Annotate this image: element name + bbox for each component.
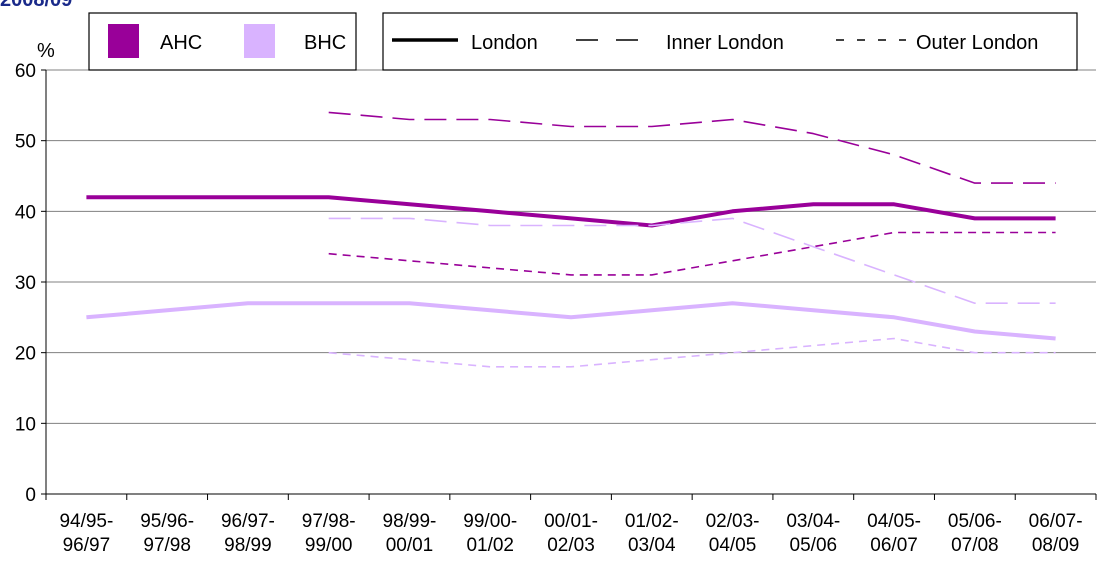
x-tick-label: 99/00- <box>463 511 517 532</box>
x-tick-label: 05/06- <box>948 511 1002 532</box>
x-tick-label: 02/03 <box>547 535 595 556</box>
legend-label-outer-london: Outer London <box>916 32 1038 54</box>
y-tick-label: 50 <box>15 132 36 153</box>
x-tick-label: 00/01- <box>544 511 598 532</box>
x-tick-label: 98/99- <box>383 511 437 532</box>
legend-label-ahc: AHC <box>160 32 202 54</box>
x-tick-label: 06/07 <box>870 535 918 556</box>
x-tick-label: 97/98 <box>143 535 191 556</box>
legend-swatch-bhc <box>244 24 275 58</box>
legend: AHC BHC London Inner London Outer London <box>88 12 1078 71</box>
y-axis-label: % <box>37 40 55 62</box>
legend-swatch-ahc <box>108 24 139 58</box>
gridlines <box>46 69 1096 424</box>
x-tick-label: 96/97- <box>221 511 275 532</box>
x-tick-label: 04/05 <box>709 535 757 556</box>
x-tick-label: 96/97 <box>63 535 111 556</box>
x-tick-label: 98/99 <box>224 535 272 556</box>
y-tick-label: 10 <box>15 414 36 435</box>
x-tick-label: 95/96- <box>140 511 194 532</box>
x-tick-label: 06/07- <box>1029 511 1083 532</box>
y-tick-label: 40 <box>15 202 36 223</box>
y-tick-label: 60 <box>15 61 36 82</box>
x-tick-label: 97/98- <box>302 511 356 532</box>
chart-title: 2008/09 <box>0 0 72 11</box>
x-tick-label: 01/02- <box>625 511 679 532</box>
series-lines <box>86 111 1056 368</box>
y-tick-label: 20 <box>15 344 36 365</box>
legend-label-london: London <box>471 32 538 54</box>
x-tick-label: 01/02 <box>466 535 514 556</box>
series-line-ahc-outer-london <box>328 231 1056 276</box>
series-line-bhc-outer-london <box>328 337 1056 368</box>
x-tick-label: 03/04- <box>786 511 840 532</box>
x-tick-label: 03/04 <box>628 535 676 556</box>
x-tick-label: 08/09 <box>1032 535 1080 556</box>
y-tick-label: 0 <box>25 485 36 506</box>
x-tick-label: 02/03- <box>706 511 760 532</box>
series-line-bhc-inner-london <box>328 217 1056 304</box>
series-line-ahc-inner-london <box>328 111 1056 184</box>
legend-label-inner-london: Inner London <box>666 32 784 54</box>
axes: 0 10 20 30 40 50 60 94/95- 96/97 95/96- 97/98 96/97… <box>15 61 1097 556</box>
series-line-ahc-london <box>86 195 1056 228</box>
series-line-bhc-london <box>86 301 1056 341</box>
y-tick-label: 30 <box>15 273 36 294</box>
legend-label-bhc: BHC <box>304 32 346 54</box>
x-tick-label: 04/05- <box>867 511 921 532</box>
legend-box-areas <box>382 12 1078 71</box>
x-tick-label: 94/95- <box>59 511 113 532</box>
x-tick-label: 00/01 <box>386 535 434 556</box>
x-tick-label: 99/00 <box>305 535 353 556</box>
x-tick-label: 05/06 <box>790 535 838 556</box>
x-tick-label: 07/08 <box>951 535 999 556</box>
